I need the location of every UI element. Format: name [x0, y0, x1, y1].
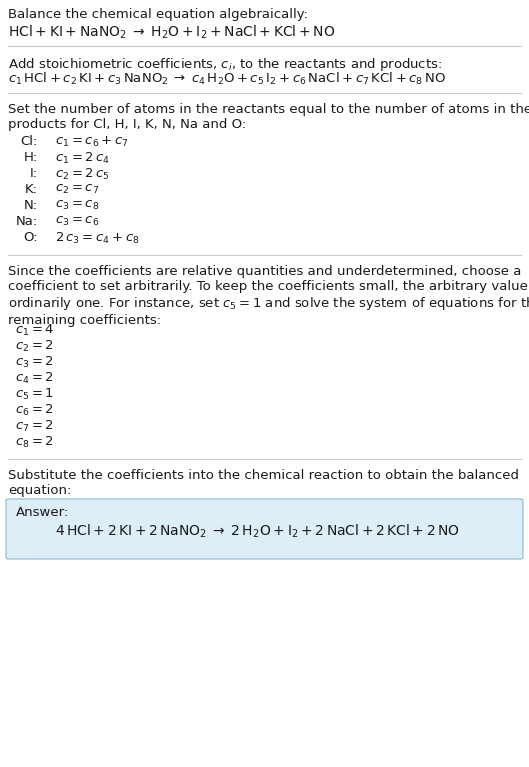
Text: I:: I:	[30, 167, 38, 180]
Text: Set the number of atoms in the reactants equal to the number of atoms in the
pro: Set the number of atoms in the reactants…	[8, 103, 529, 131]
Text: N:: N:	[24, 199, 38, 212]
FancyBboxPatch shape	[6, 499, 523, 559]
Text: $c_2 = 2$: $c_2 = 2$	[15, 339, 54, 354]
Text: Add stoichiometric coefficients, $c_i$, to the reactants and products:: Add stoichiometric coefficients, $c_i$, …	[8, 56, 442, 73]
Text: $c_8 = 2$: $c_8 = 2$	[15, 435, 54, 450]
Text: $c_1 = c_6 + c_7$: $c_1 = c_6 + c_7$	[55, 135, 129, 149]
Text: Cl:: Cl:	[21, 135, 38, 148]
Text: $c_5 = 1$: $c_5 = 1$	[15, 387, 54, 402]
Text: Balance the chemical equation algebraically:: Balance the chemical equation algebraica…	[8, 8, 308, 21]
Text: Since the coefficients are relative quantities and underdetermined, choose a
coe: Since the coefficients are relative quan…	[8, 265, 529, 328]
Text: K:: K:	[25, 183, 38, 196]
Text: $c_3 = c_6$: $c_3 = c_6$	[55, 215, 99, 228]
Text: $c_3 = 2$: $c_3 = 2$	[15, 355, 54, 370]
Text: O:: O:	[23, 231, 38, 244]
Text: $c_6 = 2$: $c_6 = 2$	[15, 403, 54, 418]
Text: Substitute the coefficients into the chemical reaction to obtain the balanced
eq: Substitute the coefficients into the che…	[8, 469, 519, 497]
Text: $c_2 = 2\,c_5$: $c_2 = 2\,c_5$	[55, 167, 110, 182]
Text: $c_3 = c_8$: $c_3 = c_8$	[55, 199, 99, 212]
Text: $c_7 = 2$: $c_7 = 2$	[15, 419, 54, 434]
Text: $c_1 = 2\,c_4$: $c_1 = 2\,c_4$	[55, 151, 110, 166]
Text: $c_1 = 4$: $c_1 = 4$	[15, 323, 54, 338]
Text: $c_4 = 2$: $c_4 = 2$	[15, 371, 54, 386]
Text: Answer:: Answer:	[16, 506, 69, 519]
Text: $c_1\,\mathrm{HCl} + c_2\,\mathrm{KI} + c_3\,\mathrm{NaNO_2} \;\rightarrow\; c_4: $c_1\,\mathrm{HCl} + c_2\,\mathrm{KI} + …	[8, 71, 446, 87]
Text: H:: H:	[24, 151, 38, 164]
Text: $\mathrm{HCl} + \mathrm{KI} + \mathrm{NaNO_2} \;\rightarrow\; \mathrm{H_2O} + \m: $\mathrm{HCl} + \mathrm{KI} + \mathrm{Na…	[8, 24, 335, 41]
Text: Na:: Na:	[16, 215, 38, 228]
Text: $2\,c_3 = c_4 + c_8$: $2\,c_3 = c_4 + c_8$	[55, 231, 140, 246]
Text: $c_2 = c_7$: $c_2 = c_7$	[55, 183, 99, 196]
Text: $4\,\mathrm{HCl} + 2\,\mathrm{KI} + 2\,\mathrm{NaNO_2} \;\rightarrow\; 2\,\mathr: $4\,\mathrm{HCl} + 2\,\mathrm{KI} + 2\,\…	[55, 523, 460, 541]
